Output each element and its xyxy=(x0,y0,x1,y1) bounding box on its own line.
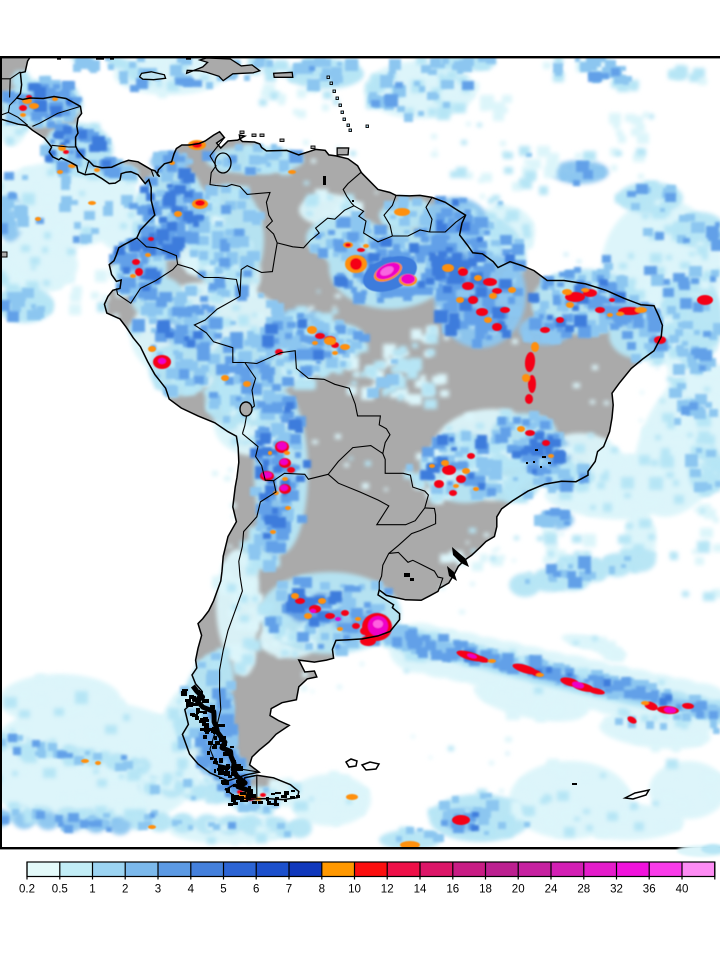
svg-text:3: 3 xyxy=(155,884,161,896)
svg-text:20: 20 xyxy=(512,884,525,896)
svg-text:0.5: 0.5 xyxy=(52,884,68,896)
svg-text:6: 6 xyxy=(253,884,259,896)
svg-text:8: 8 xyxy=(319,884,325,896)
svg-text:24: 24 xyxy=(545,884,558,896)
svg-text:16: 16 xyxy=(446,884,459,896)
svg-text:12: 12 xyxy=(381,884,394,896)
svg-text:36: 36 xyxy=(643,884,656,896)
svg-text:32: 32 xyxy=(610,884,623,896)
svg-text:28: 28 xyxy=(577,884,590,896)
svg-text:10: 10 xyxy=(348,884,361,896)
svg-text:14: 14 xyxy=(414,884,427,896)
svg-text:0.2: 0.2 xyxy=(19,884,35,896)
svg-text:5: 5 xyxy=(220,884,226,896)
svg-text:7: 7 xyxy=(286,884,292,896)
svg-text:18: 18 xyxy=(479,884,492,896)
svg-text:1: 1 xyxy=(89,884,95,896)
svg-text:4: 4 xyxy=(188,884,195,896)
svg-text:2: 2 xyxy=(122,884,128,896)
svg-text:40: 40 xyxy=(676,884,689,896)
